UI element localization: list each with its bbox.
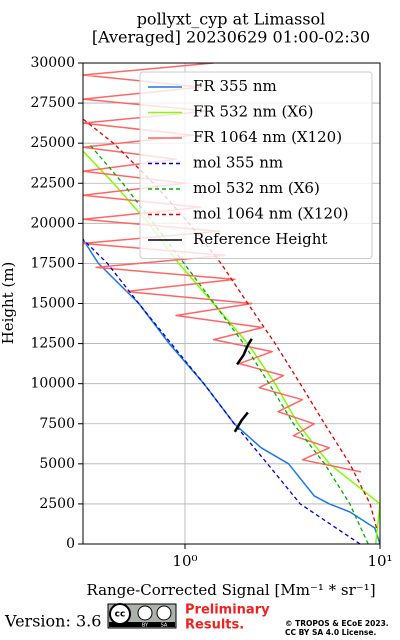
version: Version: 3.6 xyxy=(4,612,101,631)
y-tick-label: 22500 xyxy=(30,175,75,191)
x-tick-label: 10⁰ xyxy=(172,552,197,570)
y-tick-label: 20000 xyxy=(30,215,75,231)
y-axis-label: Height (m) xyxy=(0,262,17,345)
legend: FR 355 nm FR 532 nm (X6) FR 1064 nm (X120)… xyxy=(139,71,373,259)
y-tick-label: 15000 xyxy=(30,296,75,312)
badge-text: SA xyxy=(161,623,168,629)
y-tick-label: 0 xyxy=(66,536,75,552)
badge-text: BY xyxy=(142,623,149,629)
legend-label: mol 1064 nm (X120) xyxy=(193,205,348,223)
legend-label: FR 355 nm xyxy=(193,77,277,95)
y-tick-label: 5000 xyxy=(39,456,75,472)
y-tick-label: 30000 xyxy=(30,55,75,71)
legend-label: FR 532 nm (X6) xyxy=(193,103,313,121)
y-tick-label: 25000 xyxy=(30,135,75,151)
legend-label: mol 355 nm xyxy=(193,154,283,172)
y-tick-label: 7500 xyxy=(39,416,75,432)
y-tick-label: 27500 xyxy=(30,95,75,111)
y-tick-label: 12500 xyxy=(30,336,75,352)
y-tick-label: 17500 xyxy=(30,255,75,271)
legend-box xyxy=(139,71,373,259)
status: Results. xyxy=(185,618,244,633)
x-axis-label: Range-Corrected Signal [Mm⁻¹ * sr⁻¹] xyxy=(86,581,375,599)
legend-label: mol 532 nm (X6) xyxy=(193,179,320,197)
chart-subtitle: [Averaged] 20230629 01:00-02:30 xyxy=(92,28,370,47)
series-line xyxy=(233,338,253,433)
chart-title: pollyxt_cyp at Limassol xyxy=(137,10,326,29)
copyright: CC BY SA 4.0 License. xyxy=(285,628,376,637)
series-line xyxy=(83,238,361,544)
legend-label: Reference Height xyxy=(193,230,327,248)
status: Preliminary xyxy=(185,603,270,618)
y-tick-label: 10000 xyxy=(30,376,75,392)
legend-label: FR 1064 nm (X120) xyxy=(193,128,342,146)
plot-frame xyxy=(82,62,381,545)
x-tick-label: 10¹ xyxy=(367,552,392,570)
y-tick-label: 2500 xyxy=(39,496,75,512)
series-line xyxy=(83,238,380,544)
license-badge: cc BY SA xyxy=(107,603,177,629)
svg-text:cc: cc xyxy=(115,610,126,620)
copyright: © TROPOS & ECoE 2023. xyxy=(285,619,389,628)
